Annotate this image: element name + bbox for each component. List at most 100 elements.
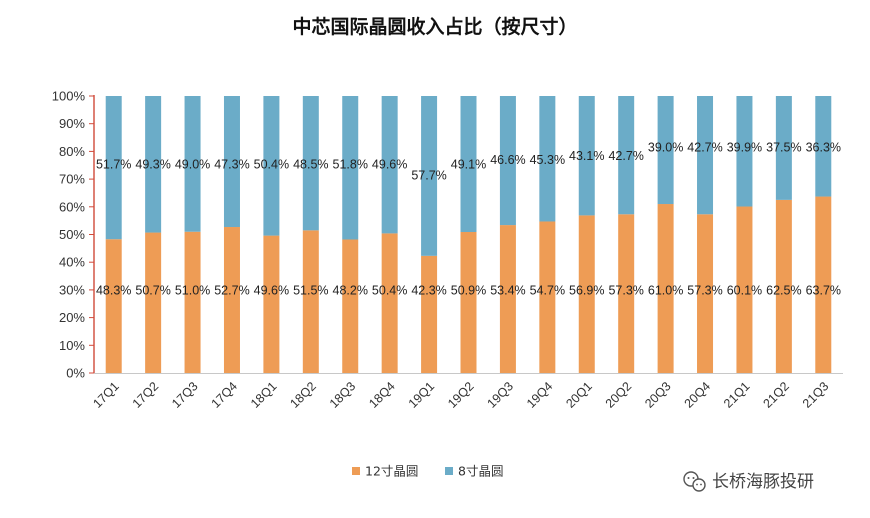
y-tick-label: 60% (59, 199, 85, 214)
data-label-8inch: 48.5% (293, 157, 328, 171)
legend-swatch-12inch (352, 467, 360, 475)
bar-8inch (775, 96, 792, 200)
data-label-8inch: 36.3% (806, 141, 841, 155)
x-tick-label: 17Q2 (130, 379, 162, 411)
data-label-8inch: 37.5% (766, 141, 801, 155)
data-label-8inch: 49.0% (175, 157, 210, 171)
x-tick-label: 20Q3 (642, 379, 674, 411)
watermark-text: 长桥海豚投研 (712, 472, 814, 492)
bar-12inch (302, 230, 319, 373)
data-labels: 48.3% 51.7% 50.7% 49.3% 51.0% 49.0% 52.7% 47.3%… (96, 141, 841, 298)
bar-12inch (421, 255, 438, 373)
bar-8inch (421, 96, 438, 256)
bar-8inch (697, 96, 714, 215)
data-label-12inch: 50.7% (135, 283, 170, 297)
y-tick-label: 0% (66, 366, 85, 381)
y-tick-label: 40% (59, 255, 85, 270)
data-label-12inch: 56.9% (569, 283, 604, 297)
data-label-8inch: 47.3% (214, 157, 249, 171)
bar-12inch (342, 239, 359, 373)
x-tick-label: 17Q3 (169, 379, 201, 411)
x-tick-label: 19Q4 (524, 379, 556, 411)
legend: 12寸晶圆 8寸晶圆 (352, 464, 503, 479)
x-tick-label: 20Q2 (603, 379, 635, 411)
x-tick-label: 19Q1 (406, 379, 438, 411)
x-tick-label: 21Q3 (800, 379, 832, 411)
bar-8inch (381, 96, 398, 234)
y-tick-label: 30% (59, 282, 85, 297)
data-label-12inch: 57.3% (608, 283, 643, 297)
chart-title: 中芯国际晶圆收入占比（按尺寸） (292, 15, 577, 38)
bar-8inch (223, 96, 240, 228)
x-tick-label: 19Q2 (445, 379, 477, 411)
data-label-8inch: 50.4% (254, 157, 289, 171)
data-label-12inch: 48.3% (96, 283, 131, 297)
x-tick-label: 21Q2 (760, 379, 792, 411)
data-label-8inch: 39.0% (648, 141, 683, 155)
bar-8inch (105, 96, 122, 240)
y-axis-ticks: 0% 10% 20% 30% 40% 50% 60% 70% 80% 90% 100% (52, 89, 843, 381)
data-label-12inch: 50.9% (451, 283, 486, 297)
y-tick-label: 80% (59, 144, 85, 159)
data-label-12inch: 62.5% (766, 283, 801, 297)
x-axis-ticks: 17Q1 17Q2 17Q3 17Q4 18Q1 18Q2 18Q3 18Q4 19Q1 19Q2… (90, 379, 831, 411)
data-label-12inch: 51.5% (293, 283, 328, 297)
bar-8inch (302, 96, 319, 231)
bar-12inch (460, 232, 477, 373)
bar-12inch (184, 231, 201, 373)
bar-12inch (145, 232, 162, 373)
data-label-12inch: 57.3% (687, 283, 722, 297)
data-label-8inch: 45.3% (530, 153, 565, 167)
bar-12inch (381, 233, 398, 373)
bar-8inch (736, 96, 753, 207)
data-label-12inch: 52.7% (214, 283, 249, 297)
bar-12inch (618, 214, 635, 373)
y-tick-label: 10% (59, 338, 85, 353)
data-label-12inch: 51.0% (175, 283, 210, 297)
bar-8inch (263, 96, 280, 236)
bar-12inch (539, 221, 556, 373)
data-label-8inch: 57.7% (411, 168, 446, 182)
data-label-8inch: 49.3% (135, 157, 170, 171)
data-label-8inch: 49.1% (451, 157, 486, 171)
bar-8inch (618, 96, 635, 215)
x-tick-label: 18Q3 (327, 379, 359, 411)
bar-12inch (697, 214, 714, 373)
y-tick-label: 70% (59, 172, 85, 187)
x-tick-label: 18Q1 (248, 379, 280, 411)
bar-8inch (460, 96, 477, 233)
legend-swatch-8inch (445, 467, 453, 475)
legend-label-8inch: 8寸晶圆 (458, 464, 503, 479)
x-tick-label: 19Q3 (485, 379, 517, 411)
bar-8inch (342, 96, 359, 240)
data-label-8inch: 49.6% (372, 157, 407, 171)
bar-12inch (223, 227, 240, 373)
bar-8inch (184, 96, 201, 232)
bar-12inch (657, 204, 674, 373)
wechat-icon (683, 471, 706, 492)
bar-12inch (815, 196, 832, 373)
y-tick-label: 20% (59, 310, 85, 325)
x-tick-label: 20Q1 (563, 379, 595, 411)
data-label-12inch: 53.4% (490, 283, 525, 297)
x-tick-label: 17Q4 (209, 379, 241, 411)
y-tick-label: 90% (59, 116, 85, 131)
data-label-12inch: 49.6% (254, 283, 289, 297)
y-tick-label: 100% (52, 89, 86, 104)
data-label-8inch: 51.7% (96, 157, 131, 171)
bar-8inch (657, 96, 674, 205)
data-label-8inch: 43.1% (569, 149, 604, 163)
bar-12inch (263, 235, 280, 373)
bar-8inch (539, 96, 556, 222)
data-label-12inch: 50.4% (372, 283, 407, 297)
bar-8inch (815, 96, 832, 197)
bar-12inch (105, 239, 122, 373)
data-label-8inch: 46.6% (490, 153, 525, 167)
bars (105, 96, 832, 373)
data-label-12inch: 61.0% (648, 283, 683, 297)
data-label-8inch: 39.9% (727, 141, 762, 155)
bar-8inch (145, 96, 162, 233)
bar-12inch (775, 199, 792, 373)
legend-label-12inch: 12寸晶圆 (365, 464, 418, 479)
x-tick-label: 17Q1 (90, 379, 122, 411)
